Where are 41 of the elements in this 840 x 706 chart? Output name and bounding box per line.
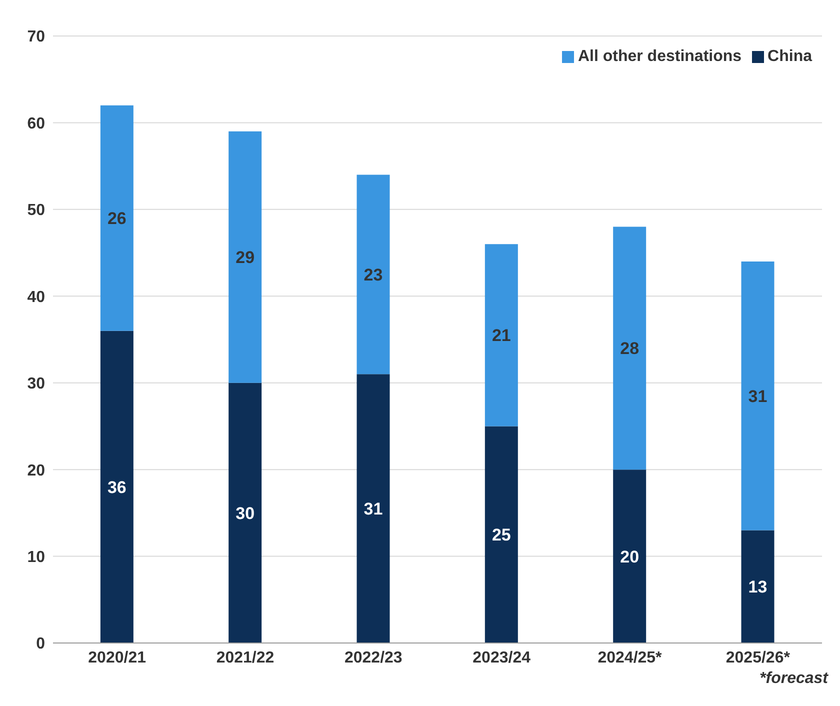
bar [484, 244, 518, 426]
y-tick-label: 30 [27, 376, 46, 393]
x-tick-label: 2024/25* [598, 649, 663, 666]
x-tick-label: 2020/21 [88, 649, 146, 666]
y-tick-label: 50 [27, 202, 46, 220]
data-label: 13 [748, 578, 768, 597]
x-tick-label: 2021/22 [216, 649, 274, 666]
legend-label: All other destinations [578, 48, 742, 65]
x-tick-label: 2023/24 [472, 649, 531, 666]
data-label: 30 [236, 504, 255, 523]
bar [741, 530, 774, 643]
data-label: 25 [492, 526, 511, 545]
data-label: 28 [620, 339, 640, 358]
y-tick-label: 60 [27, 115, 46, 132]
bar [228, 131, 262, 383]
data-label: 29 [236, 248, 255, 268]
bar [356, 374, 390, 643]
data-label: 26 [107, 209, 126, 228]
bar [484, 426, 518, 643]
data-label: 36 [107, 478, 126, 497]
bar [100, 330, 134, 643]
y-tick-label: 40 [27, 288, 46, 306]
bar [228, 382, 262, 643]
y-tick-label: 10 [27, 548, 46, 566]
x-tick-label: 2022/23 [344, 649, 402, 666]
data-label: 31 [364, 500, 383, 519]
bar [356, 174, 390, 374]
bar [100, 105, 134, 331]
data-label: 31 [748, 386, 768, 406]
legend-label: China [768, 48, 812, 65]
bar [741, 261, 774, 530]
y-tick-label: 0 [36, 636, 46, 653]
data-label: 20 [620, 547, 640, 566]
bar [613, 226, 646, 470]
x-tick-label: 2025/26* [726, 649, 791, 666]
text: *forecast [758, 670, 830, 688]
y-tick-label: 20 [27, 462, 46, 480]
data-label: 23 [364, 266, 383, 284]
bar [613, 470, 646, 643]
data-label: 21 [492, 326, 511, 346]
y-tick-label: 70 [27, 28, 46, 46]
